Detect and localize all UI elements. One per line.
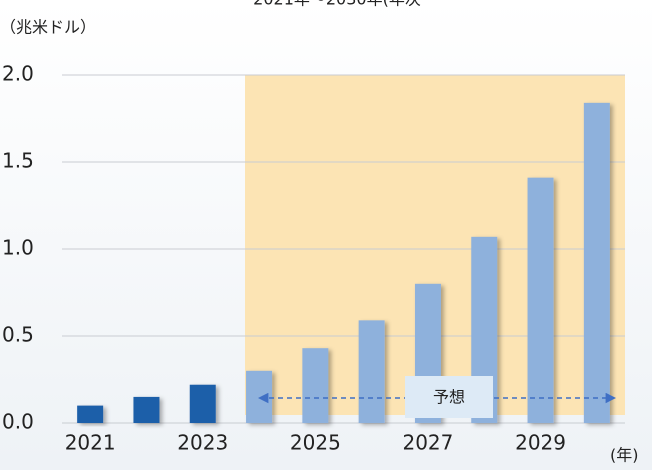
y-tick-label: 0.5 — [2, 323, 34, 347]
x-tick-label: 2029 — [515, 431, 566, 455]
bar — [302, 348, 329, 423]
bar — [527, 177, 554, 423]
bar — [246, 370, 273, 423]
annotation: 予想 — [433, 388, 465, 407]
x-tick-label: 2023 — [177, 431, 228, 455]
y-unit: （兆米ドル） — [0, 18, 96, 37]
x-tick-label: 2025 — [290, 431, 341, 455]
annotation-bg — [405, 378, 493, 416]
bar — [583, 102, 610, 423]
y-tick-label: 0.0 — [2, 410, 34, 434]
x-unit: (年) — [610, 446, 639, 465]
bar — [358, 320, 385, 423]
x-tick-label: 2021 — [65, 431, 116, 455]
bar — [77, 405, 104, 423]
y-tick-label: 1.5 — [2, 149, 34, 173]
x-tick-label: 2027 — [402, 431, 453, 455]
subtitle: 2021年～2030年(年次 — [253, 0, 421, 9]
y-tick-label: 1.0 — [2, 236, 34, 260]
bar — [133, 396, 160, 423]
y-tick-label: 2.0 — [2, 62, 34, 86]
bar — [189, 384, 216, 423]
